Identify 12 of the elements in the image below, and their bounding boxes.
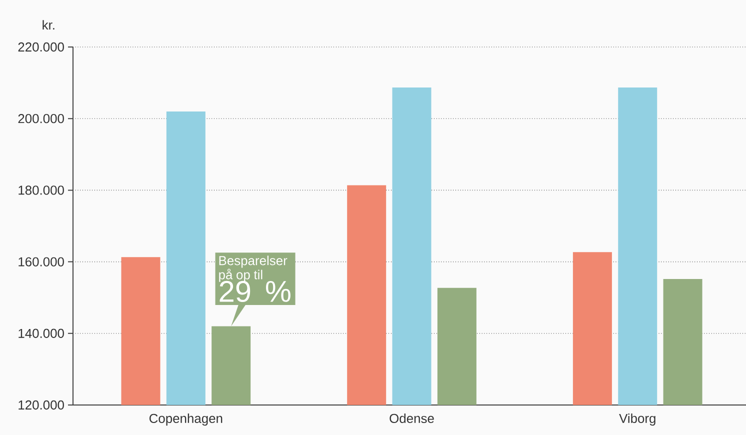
y-axis-title: kr.: [42, 20, 54, 30]
y-tick-label: 120.000: [18, 400, 64, 410]
y-tick-label: 220.000: [18, 42, 64, 52]
annotation: Besparelser på op til: [219, 256, 288, 282]
x-tick-label: Viborg: [619, 414, 656, 426]
x-tick-label: Odense: [390, 414, 434, 424]
y-tick-label: 160.000: [18, 257, 64, 266]
y-tick-label: 140.000: [18, 328, 64, 338]
x-tick-label: Copenhagen: [149, 414, 222, 426]
y-tick-label: 180.000: [18, 186, 64, 195]
y-tick-label: 200.000: [18, 114, 64, 124]
annotation: 29 %: [220, 280, 290, 302]
